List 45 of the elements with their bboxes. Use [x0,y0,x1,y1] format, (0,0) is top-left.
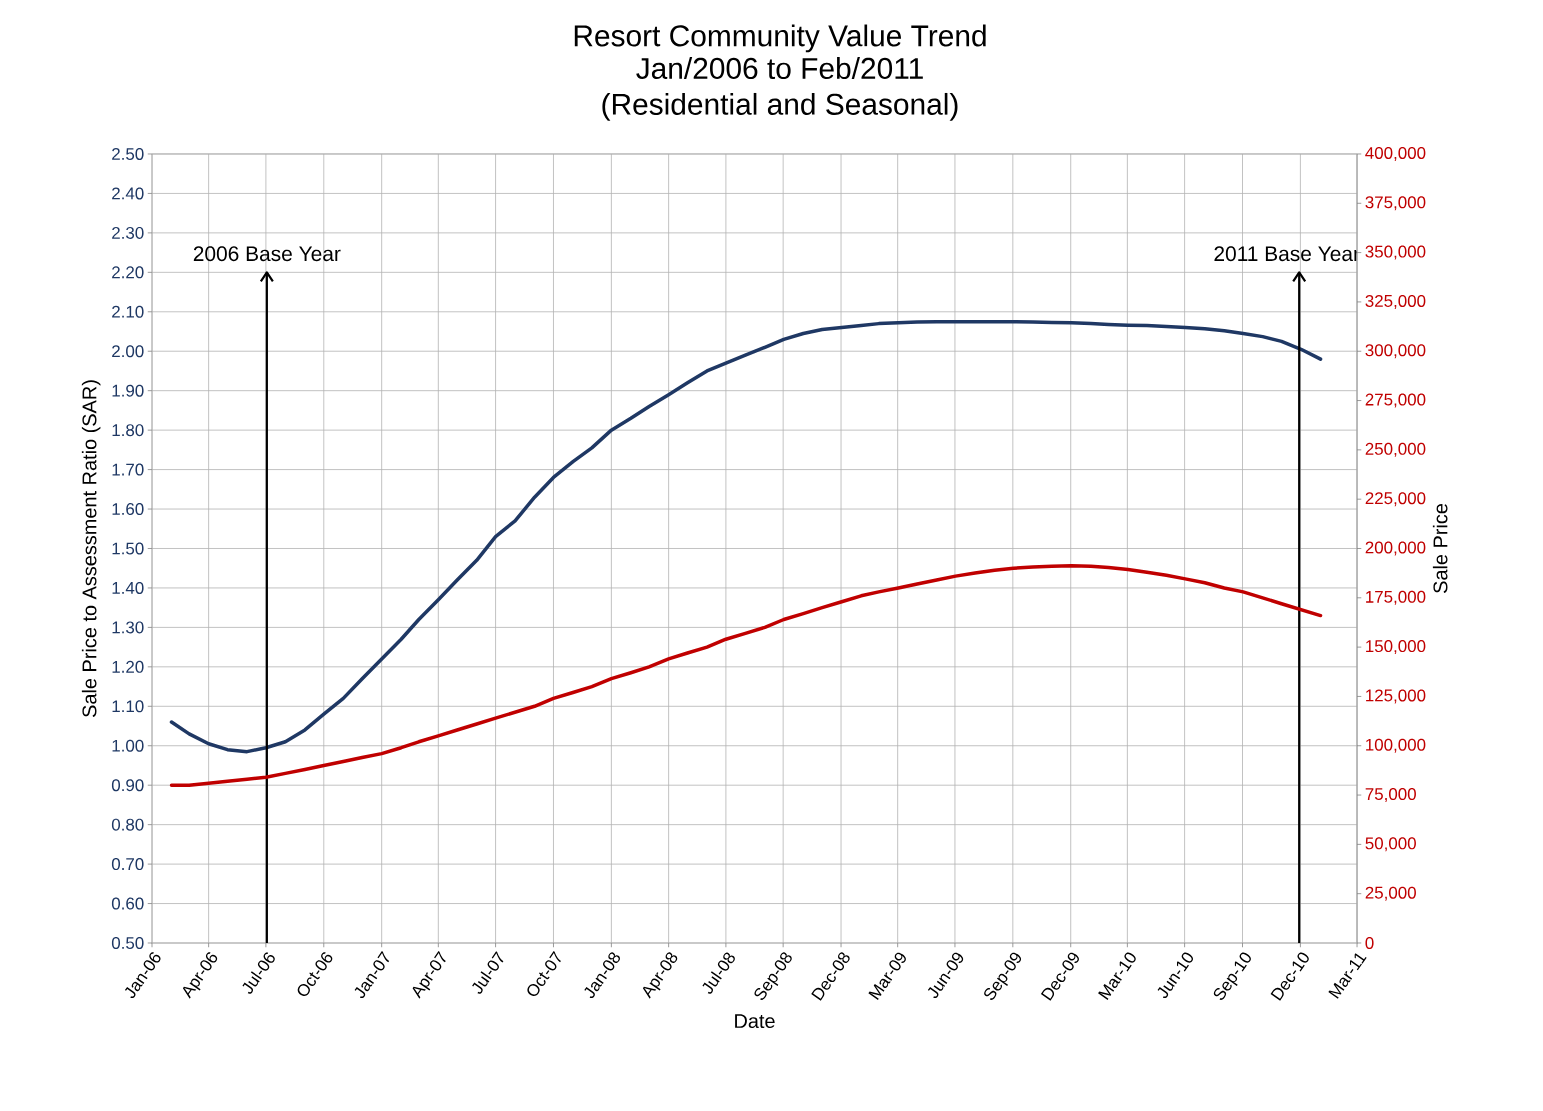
y-tick-label: 1.10 [112,700,144,713]
y2-tick-label: 325,000 [1365,294,1426,309]
y-tick-label: 2.40 [112,187,144,200]
y2-tick-label: 75,000 [1365,788,1416,803]
y-tick-label: 2.30 [112,226,144,239]
y-tick-label: 0.80 [111,818,144,831]
y-tick-label: 1.90 [112,384,144,397]
y-tick-label: 1.00 [112,739,144,752]
y2-tick-label: 25,000 [1365,886,1416,901]
y-tick-label: 0.70 [111,858,144,871]
y-tick-label: 2.20 [112,266,144,279]
y2-tick-label: 200,000 [1365,541,1426,556]
y-tick-label: 1.60 [112,503,144,516]
y-tick-label: 1.80 [112,424,144,437]
y2-tick-label: 300,000 [1365,344,1426,359]
y2-tick-label: 375,000 [1365,196,1426,211]
y2-tick-label: 400,000 [1365,146,1426,161]
y-tick-label: 1.20 [112,660,144,673]
y-tick-label: 0.90 [111,779,144,792]
y-tick-label: 1.30 [112,621,144,634]
y2-tick-label: 225,000 [1365,492,1426,507]
annotation: 2006 Base Year [193,246,341,262]
chart-subtitle: Jan/2006 to Feb/2011 (Residential and Seasonal) [602,57,958,121]
y2-tick-label: 250,000 [1365,442,1426,457]
y-tick-label: 2.50 [112,147,144,160]
chart-title: Resort Community Value Trend [574,24,986,53]
y2-tick-label: 175,000 [1366,590,1426,605]
y-tick-label: 1.50 [112,542,144,555]
y2-axis-title: Sale Price [1432,504,1448,593]
y-tick-label: 2.00 [112,345,144,358]
y-tick-label: 2.10 [112,305,144,318]
y2-tick-label: 50,000 [1365,837,1416,852]
y-tick-label: 0.60 [111,897,144,910]
y-tick-label: 0.50 [111,937,144,949]
y2-tick-label: 275,000 [1365,393,1426,408]
y2-tick-label: 100,000 [1366,738,1426,753]
y2-tick-label: 0 [1365,937,1374,949]
y2-tick-label: 150,000 [1366,640,1426,655]
y-axis-title: Sale Price to Assessment Ratio (SAR) [81,380,101,718]
y2-tick-label: 350,000 [1365,245,1426,260]
y2-tick-label: 125,000 [1366,689,1426,704]
y-tick-label: 1.70 [112,463,144,476]
annotation: 2011 Base Year [1214,246,1360,262]
y-tick-label: 1.40 [112,581,144,594]
x-axis-title: Date [735,1014,775,1029]
